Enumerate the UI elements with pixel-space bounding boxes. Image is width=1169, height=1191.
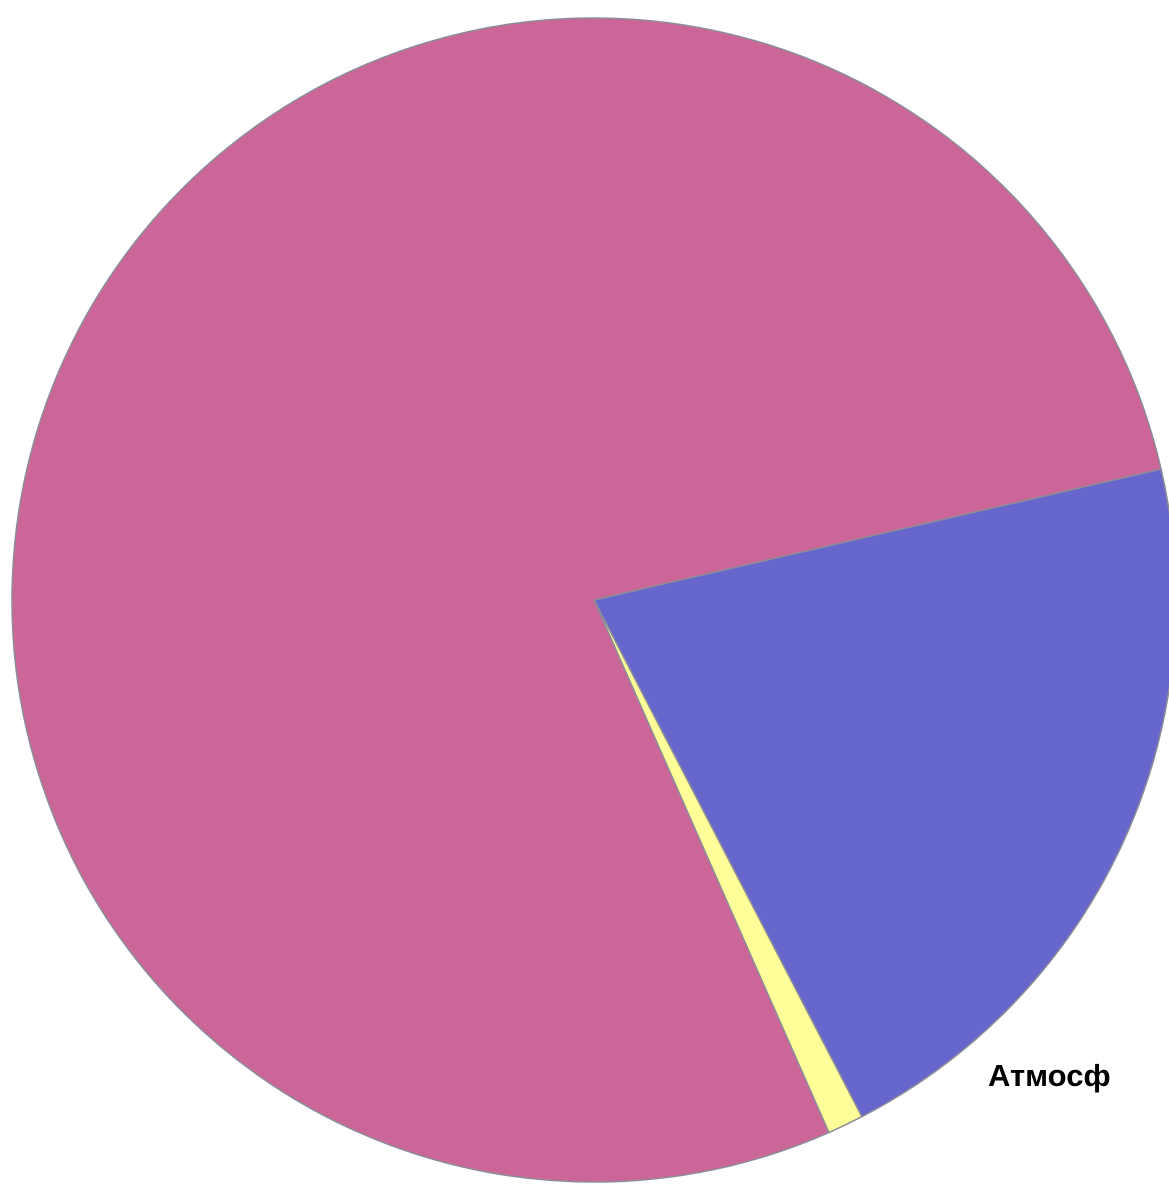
pie-slice-blue	[592, 468, 1169, 1118]
chart-annotation: Атмосф	[988, 1058, 1111, 1093]
pie-slice-pink	[11, 17, 1162, 1183]
